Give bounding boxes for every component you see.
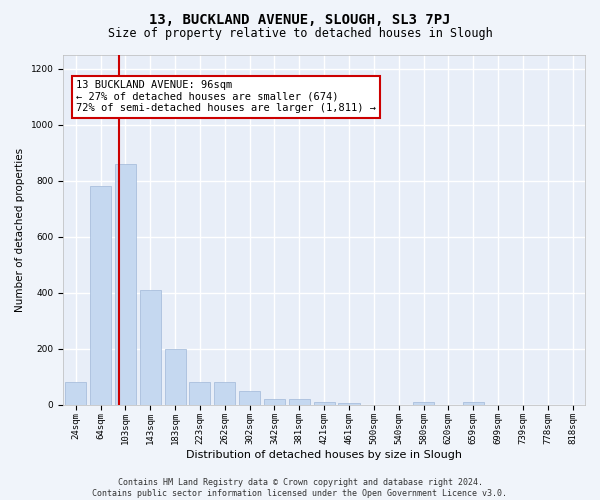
Text: 13, BUCKLAND AVENUE, SLOUGH, SL3 7PJ: 13, BUCKLAND AVENUE, SLOUGH, SL3 7PJ — [149, 12, 451, 26]
Bar — [413, 402, 434, 404]
Bar — [314, 402, 335, 404]
Bar — [140, 290, 161, 405]
Bar — [190, 382, 211, 404]
X-axis label: Distribution of detached houses by size in Slough: Distribution of detached houses by size … — [186, 450, 462, 460]
Text: Contains HM Land Registry data © Crown copyright and database right 2024.
Contai: Contains HM Land Registry data © Crown c… — [92, 478, 508, 498]
Text: 13 BUCKLAND AVENUE: 96sqm
← 27% of detached houses are smaller (674)
72% of semi: 13 BUCKLAND AVENUE: 96sqm ← 27% of detac… — [76, 80, 376, 114]
Bar — [338, 403, 359, 404]
Bar — [65, 382, 86, 404]
Bar — [214, 382, 235, 404]
Bar — [115, 164, 136, 404]
Bar — [239, 390, 260, 404]
Bar — [90, 186, 111, 404]
Bar — [289, 399, 310, 404]
Bar — [164, 348, 185, 405]
Y-axis label: Number of detached properties: Number of detached properties — [15, 148, 25, 312]
Text: Size of property relative to detached houses in Slough: Size of property relative to detached ho… — [107, 28, 493, 40]
Bar — [264, 399, 285, 404]
Bar — [463, 402, 484, 404]
